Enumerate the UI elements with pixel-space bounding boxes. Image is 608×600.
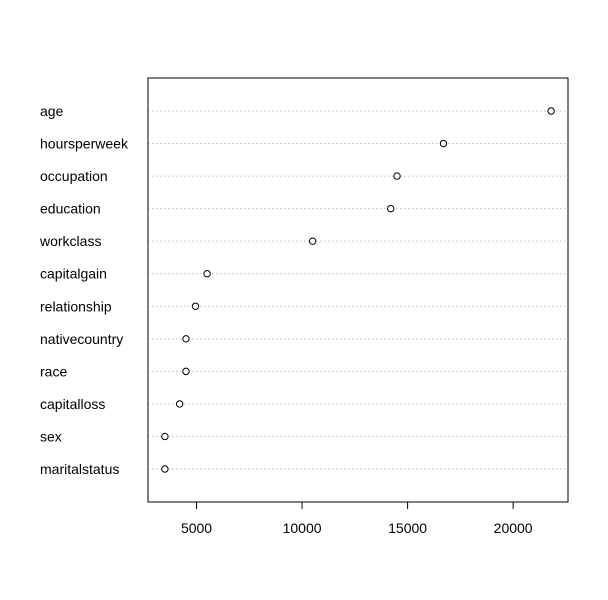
point-capitalgain	[203, 270, 211, 278]
point-nativecountry	[182, 335, 190, 343]
x-tick-label-20000: 20000	[494, 520, 533, 536]
point-maritalstatus	[161, 465, 169, 473]
point-race	[182, 367, 190, 376]
x-tick-label-10000: 10000	[283, 520, 322, 536]
category-label-race: race	[40, 363, 67, 379]
point-workclass	[308, 237, 317, 245]
point-education	[387, 204, 395, 213]
point-age	[547, 107, 555, 115]
point-relationship	[191, 302, 200, 310]
category-label-occupation: occupation	[40, 168, 108, 184]
point-hoursperweek	[439, 139, 448, 148]
data-points	[161, 107, 555, 473]
x-axis: 5000 10000 15000 20000	[181, 501, 533, 536]
x-tick-label-15000: 15000	[388, 520, 427, 536]
category-labels: age hoursperweek occupation education workcl…	[39, 103, 129, 477]
category-label-relationship: relationship	[40, 298, 112, 314]
guide-lines	[148, 110, 568, 470]
category-label-workclass: workclass	[39, 233, 101, 249]
category-label-age: age	[40, 103, 64, 119]
category-label-maritalstatus: maritalstatus	[40, 461, 119, 477]
category-label-capitalloss: capitalloss	[40, 396, 105, 412]
x-tick-label-5000: 5000	[181, 520, 212, 536]
category-label-education: education	[40, 201, 101, 217]
category-label-nativecountry: nativecountry	[40, 331, 123, 347]
category-label-sex: sex	[40, 428, 62, 444]
plot-frame	[147, 77, 569, 503]
point-sex	[161, 432, 169, 441]
category-label-hoursperweek: hoursperweek	[40, 136, 129, 152]
point-occupation	[393, 172, 401, 180]
point-capitalloss	[175, 400, 184, 408]
category-label-capitalgain: capitalgain	[40, 266, 107, 282]
